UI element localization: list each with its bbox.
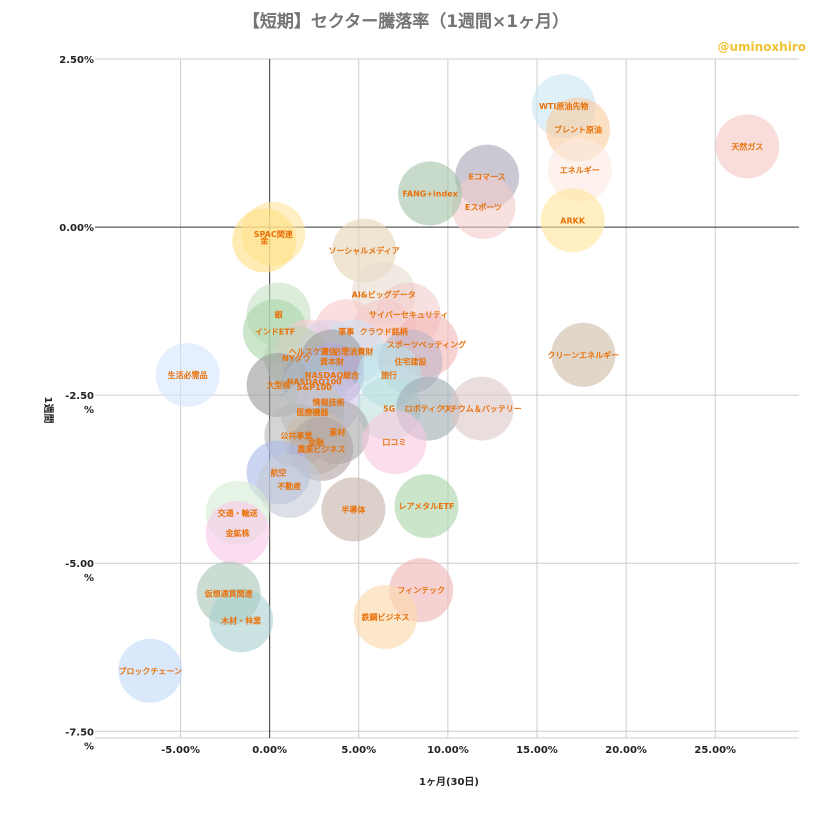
bubble-label: 天然ガス — [731, 141, 763, 151]
y-tick-label: 2.50% — [59, 55, 94, 66]
chart-title: 【短期】セクター騰落率（1週間×1ヶ月） — [243, 11, 569, 32]
bubbles — [118, 74, 780, 703]
bubble — [353, 584, 418, 649]
bubble — [155, 342, 220, 407]
bubble-label: ロボティクス — [405, 404, 452, 414]
bubble-label: FANG+index — [402, 189, 458, 198]
bubble-label: S&P100 — [297, 383, 333, 392]
bubble — [257, 453, 322, 518]
bubble-label: 木材・林業 — [220, 615, 262, 625]
bubble-label: 旅行 — [381, 370, 397, 380]
x-tick-label: 15.00% — [516, 745, 558, 756]
bubble — [205, 500, 270, 565]
bubble-label: 公共事業 — [280, 430, 313, 440]
bubble — [321, 477, 386, 542]
y-tick-label: -7.50% — [65, 727, 94, 752]
bubble-label: 大型株 — [267, 380, 292, 390]
bubble-label: 生活必需品 — [168, 370, 208, 380]
bubble — [547, 137, 612, 202]
bubble — [551, 322, 616, 387]
bubble-label: 金鉱株 — [225, 528, 251, 538]
bubble-label: 半導体 — [341, 504, 366, 514]
bubble-label: SPAC関連 — [254, 229, 294, 239]
bubble-label: ソーシャルメディア — [328, 246, 399, 256]
bubble — [362, 410, 427, 475]
x-tick-label: -5.00% — [161, 745, 200, 756]
x-tick-label: 25.00% — [694, 745, 736, 756]
bubble-label: Eコマース — [469, 173, 506, 182]
bubble — [394, 474, 459, 539]
bubble-label: ブレント原油 — [554, 125, 602, 135]
bubble-label: WTI原油先物 — [539, 101, 588, 111]
bubble-label: インドETF — [255, 327, 295, 336]
bubble-label: リチウム＆バッテリー — [442, 405, 522, 414]
bubble — [118, 638, 183, 703]
bubble-label: 航空 — [271, 467, 287, 477]
bubble-label: レアメタルETF — [399, 501, 455, 511]
bubble-label: 必需消費財 — [332, 346, 373, 356]
bubble-label: 銀 — [274, 309, 283, 319]
bubble-label: 鉄鋼ビジネス — [362, 612, 410, 622]
bubble-label: NASDAQ100 — [287, 378, 342, 387]
bubble-label: ヘルスケア — [289, 347, 329, 356]
bubble-label: 通信 — [320, 346, 336, 356]
bubble — [715, 114, 780, 179]
bubble-label: クリーンエネルギー — [548, 350, 620, 360]
bubble — [232, 208, 297, 273]
x-tick-label: 5.00% — [341, 745, 376, 756]
bubble-label: AI&ビッグデータ — [352, 289, 416, 299]
bubble — [209, 588, 274, 653]
y-axis-title: 1週間 — [42, 397, 54, 424]
y-tick-label: 0.00% — [59, 223, 94, 234]
y-tick-label: -5.00% — [65, 559, 94, 584]
bubble-label: エネルギー — [560, 165, 600, 175]
bubble-label: 素材 — [329, 427, 345, 437]
bubble — [398, 161, 463, 226]
bubble-label: 仮想通貨関連 — [204, 588, 254, 598]
x-tick-label: 20.00% — [605, 745, 647, 756]
x-axis-title: 1ヶ月(30日) — [419, 776, 479, 788]
bubble-label: 口コミ — [382, 438, 406, 447]
x-tick-label: 0.00% — [252, 745, 287, 756]
bubble-label: スポーツベッティング — [387, 340, 466, 350]
bubble-label: NASDAQ総合 — [305, 370, 360, 380]
bubble-label: 不動産 — [277, 481, 301, 491]
bubble-label: 農業ビジネス — [297, 444, 345, 454]
y-tick-label: -2.50% — [65, 391, 94, 416]
bubble-label: Eスポーツ — [465, 202, 502, 212]
y-tick-labels: 2.50% 0.00% -2.50 % -5.00 % -7.50% — [59, 55, 94, 752]
bubble-label: 金 — [259, 236, 269, 246]
credit-handle: @uminoxhiro — [717, 40, 806, 54]
bubble-label: 資本財 — [320, 357, 344, 367]
bubble-label: ARKK — [560, 216, 586, 225]
bubble — [449, 376, 514, 441]
bubble-label: 金融 — [307, 437, 324, 447]
bubble-label: 5G — [383, 405, 395, 414]
bubble — [451, 174, 516, 239]
bubble-label: NYダウ — [282, 353, 311, 363]
x-tick-labels: -5.00% 0.00% 5.00% 10.00% 15.00% 20.00% 25.00% — [161, 745, 736, 756]
bubble-label: フィンテック — [397, 585, 445, 595]
bubble-label: クラウド銘柄 — [360, 326, 408, 336]
bubble-label: ブロックチェーン — [118, 666, 182, 676]
bubble-label: 医療機器 — [296, 407, 329, 417]
bubble-label: サイバーセキュリティ — [369, 310, 448, 319]
bubble — [540, 188, 605, 253]
bubble-label: 交通・輸送 — [218, 508, 259, 518]
bubble-label: 住宅建設 — [394, 357, 427, 367]
bubble-label: 軍事 — [338, 326, 354, 336]
x-tick-label: 10.00% — [427, 745, 469, 756]
bubble-label: 情報技術 — [311, 397, 344, 407]
